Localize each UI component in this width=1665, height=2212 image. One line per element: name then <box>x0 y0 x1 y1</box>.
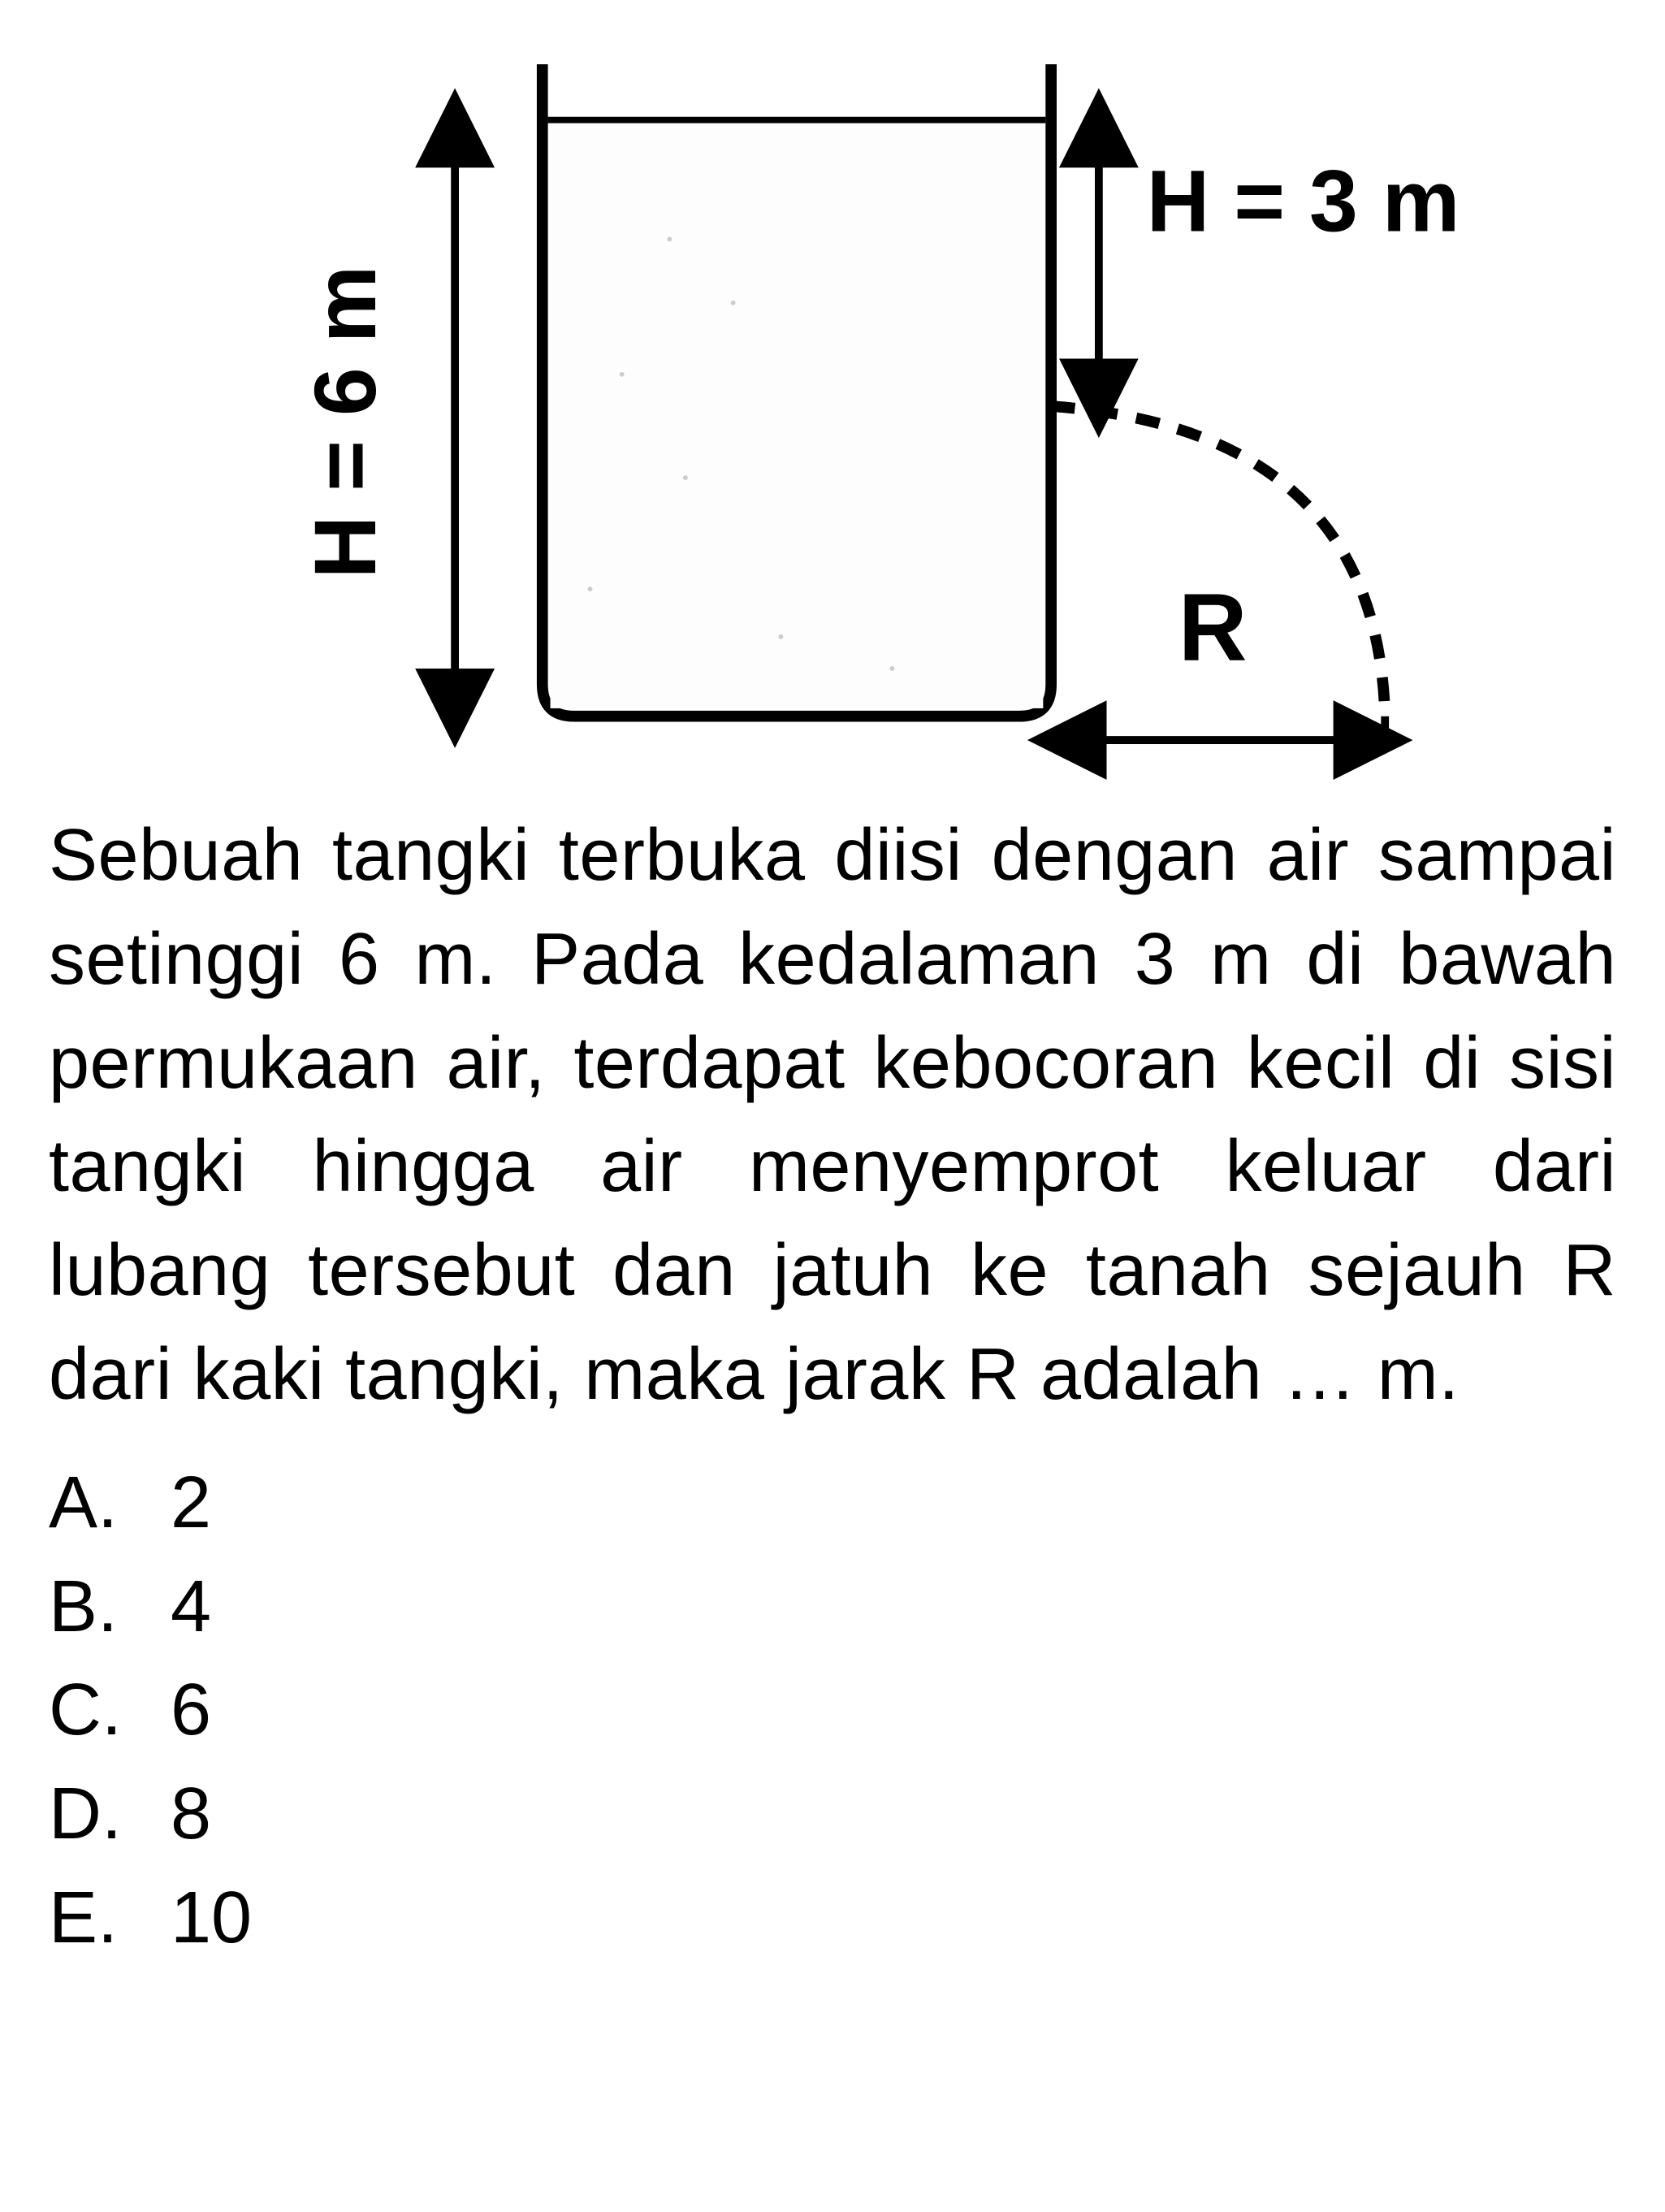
water-body <box>551 124 1044 708</box>
option-value: 2 <box>171 1452 211 1556</box>
left-height-label: H = 6 m <box>296 266 394 579</box>
option-c: C. 6 <box>49 1659 1616 1763</box>
question-text: Sebuah tangki terbuka diisi dengan air s… <box>49 804 1616 1427</box>
option-letter: E. <box>49 1867 138 1971</box>
right-height-label: H = 3 m <box>1147 153 1460 250</box>
option-value: 4 <box>171 1556 211 1660</box>
option-letter: C. <box>49 1659 138 1763</box>
options-list: A. 2 B. 4 C. 6 D. 8 E. 10 <box>49 1452 1616 1971</box>
option-e: E. 10 <box>49 1867 1616 1971</box>
option-b: B. 4 <box>49 1556 1616 1660</box>
option-letter: D. <box>49 1763 138 1867</box>
option-a: A. 2 <box>49 1452 1616 1556</box>
option-letter: B. <box>49 1556 138 1660</box>
option-value: 6 <box>171 1659 211 1763</box>
option-d: D. 8 <box>49 1763 1616 1867</box>
option-letter: A. <box>49 1452 138 1556</box>
option-value: 10 <box>171 1867 252 1971</box>
tank-diagram: H = 6 m H = 3 m R <box>162 32 1503 780</box>
range-label: R <box>1178 574 1248 681</box>
option-value: 8 <box>171 1763 211 1867</box>
figure-area: H = 6 m H = 3 m R <box>49 32 1616 780</box>
